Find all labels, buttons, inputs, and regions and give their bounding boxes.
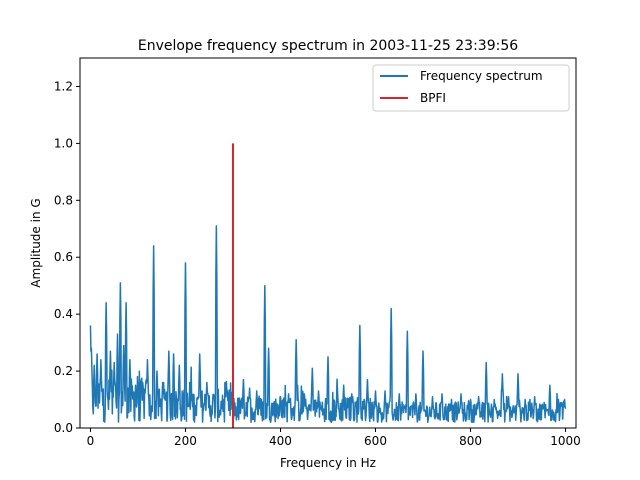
x-tick-label: 0 — [87, 434, 95, 448]
chart-title: Envelope frequency spectrum in 2003-11-2… — [138, 38, 518, 54]
y-tick-label: 0.0 — [54, 421, 73, 435]
legend-label-frequency-spectrum: Frequency spectrum — [420, 69, 543, 83]
x-tick-label: 1000 — [550, 434, 581, 448]
x-tick-label: 800 — [459, 434, 482, 448]
x-axis-label: Frequency in Hz — [280, 456, 376, 470]
y-tick-label: 0.8 — [54, 193, 73, 207]
x-tick-label: 400 — [269, 434, 292, 448]
series-layer — [89, 143, 567, 428]
series-line-frequency-spectrum — [89, 225, 567, 424]
y-tick-label: 0.4 — [54, 307, 73, 321]
y-tick-label: 0.6 — [54, 250, 73, 264]
x-tick-label: 200 — [174, 434, 197, 448]
legend-box — [372, 64, 570, 112]
y-tick-label: 1.0 — [54, 136, 73, 150]
x-tick-label: 600 — [364, 434, 387, 448]
y-tick-label: 0.2 — [54, 364, 73, 378]
legend: Frequency spectrum BPFI — [372, 64, 570, 112]
x-axis-ticks: 0 200 400 600 800 1000 — [87, 428, 581, 448]
y-axis-label: Amplitude in G — [29, 198, 43, 287]
plot-area — [89, 143, 567, 428]
y-axis-ticks: 0.0 0.2 0.4 0.6 0.8 1.0 1.2 — [54, 79, 80, 435]
axes-frame — [79, 57, 577, 429]
legend-label-bpfi: BPFI — [420, 91, 446, 105]
y-tick-label: 1.2 — [54, 79, 73, 93]
